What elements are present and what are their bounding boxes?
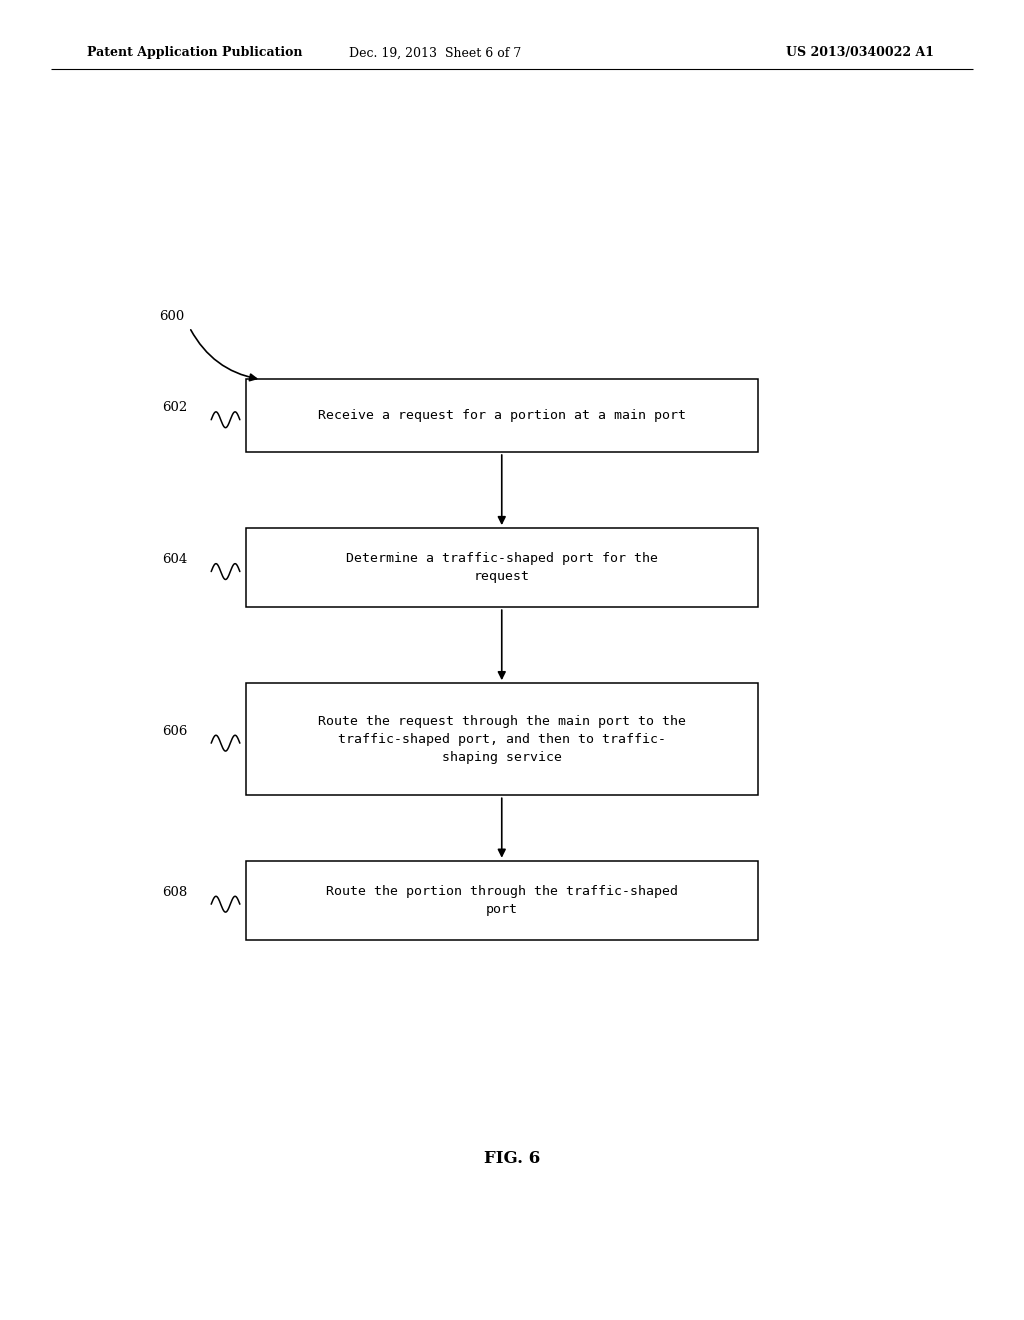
Text: 606: 606 — [162, 725, 187, 738]
Text: 608: 608 — [162, 886, 187, 899]
Text: 604: 604 — [162, 553, 187, 566]
Text: 602: 602 — [162, 401, 187, 414]
Bar — [246, 861, 758, 940]
Bar — [246, 528, 758, 607]
Text: Determine a traffic-shaped port for the
request: Determine a traffic-shaped port for the … — [346, 552, 657, 583]
Text: Receive a request for a portion at a main port: Receive a request for a portion at a mai… — [317, 409, 686, 422]
Bar — [246, 682, 758, 795]
Text: Dec. 19, 2013  Sheet 6 of 7: Dec. 19, 2013 Sheet 6 of 7 — [349, 46, 521, 59]
Text: Patent Application Publication: Patent Application Publication — [87, 46, 302, 59]
Text: FIG. 6: FIG. 6 — [484, 1151, 540, 1167]
Bar — [246, 379, 758, 451]
Text: US 2013/0340022 A1: US 2013/0340022 A1 — [786, 46, 934, 59]
Text: 600: 600 — [159, 310, 184, 323]
Text: Route the portion through the traffic-shaped
port: Route the portion through the traffic-sh… — [326, 884, 678, 916]
Text: Route the request through the main port to the
traffic-shaped port, and then to : Route the request through the main port … — [317, 714, 686, 764]
